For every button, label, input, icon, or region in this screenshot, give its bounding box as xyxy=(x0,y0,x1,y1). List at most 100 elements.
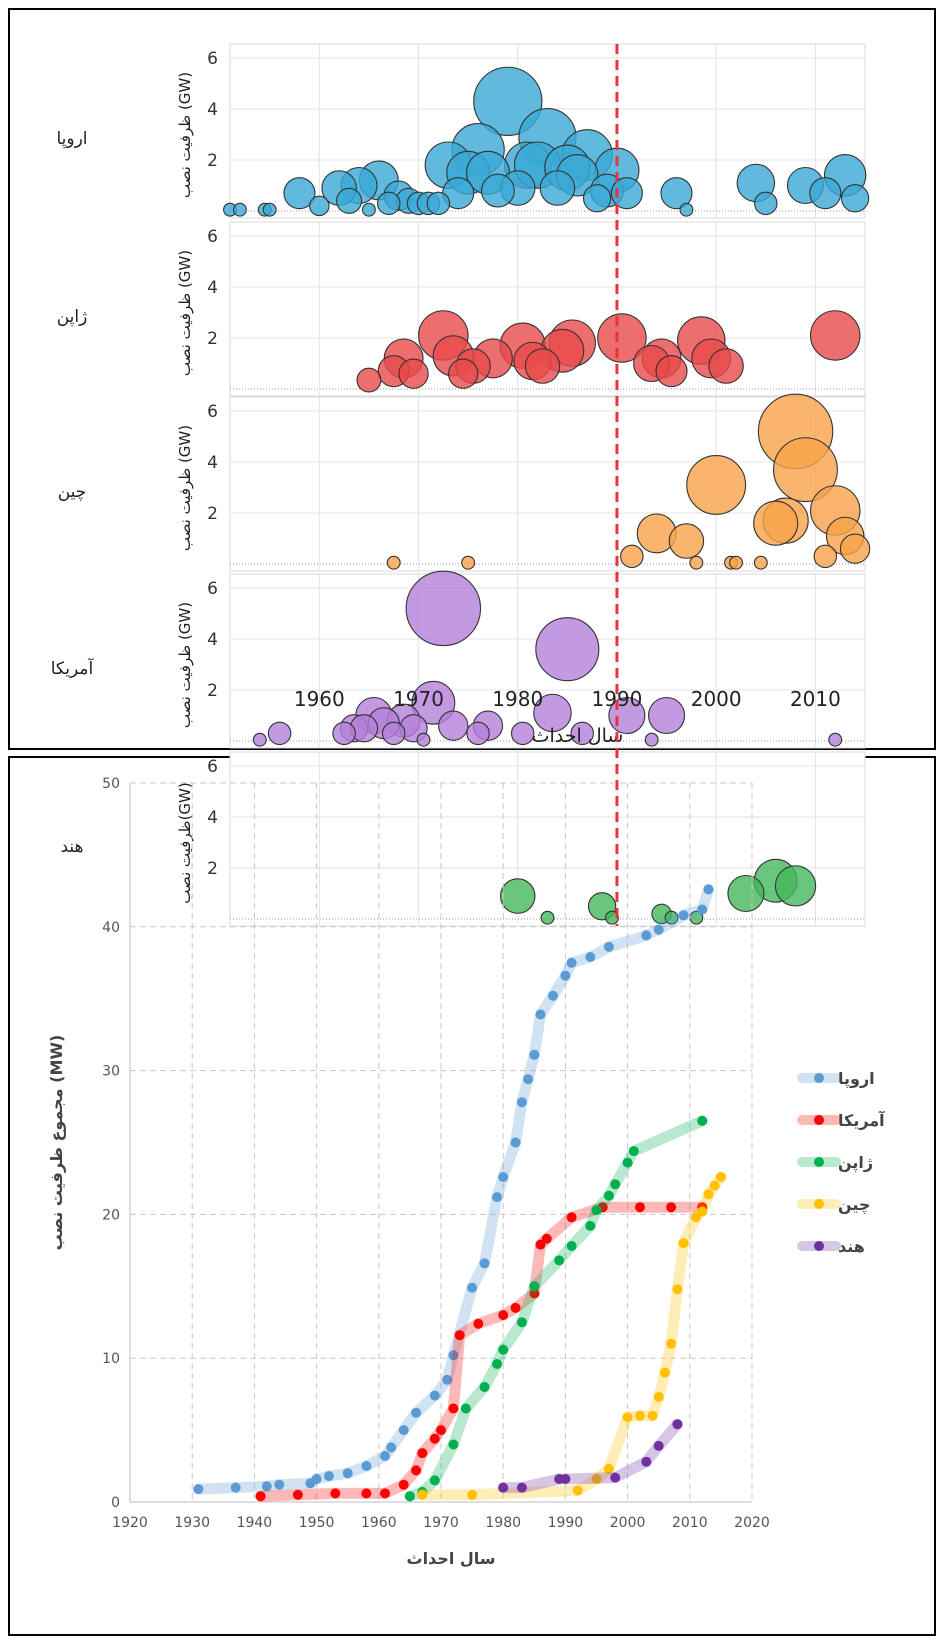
data-point xyxy=(541,1233,552,1244)
data-point xyxy=(535,1009,546,1020)
bubble xyxy=(473,66,543,136)
bubble xyxy=(813,544,838,569)
data-point xyxy=(653,924,664,935)
data-point xyxy=(566,957,577,968)
data-point xyxy=(448,1403,459,1414)
data-point xyxy=(498,1310,509,1321)
bubble xyxy=(753,500,799,546)
bubble xyxy=(533,693,572,733)
series-4 xyxy=(416,1171,727,1501)
data-point xyxy=(448,1350,459,1361)
x-tick-label: 2010 xyxy=(790,687,841,711)
bubble xyxy=(597,313,647,363)
data-point xyxy=(603,1463,614,1474)
bubble xyxy=(510,721,535,746)
x-axis-label: سال احداث xyxy=(406,1549,495,1568)
data-point xyxy=(560,1474,571,1484)
data-point xyxy=(703,884,714,895)
legend-label: چین xyxy=(838,1195,870,1215)
series-1 xyxy=(192,883,714,1495)
bubble xyxy=(411,680,456,725)
data-point xyxy=(672,1284,683,1295)
data-point xyxy=(467,1489,478,1500)
data-point xyxy=(697,904,708,915)
data-point xyxy=(610,1472,621,1483)
x-tick-label: 1970 xyxy=(393,687,444,711)
y-axis-label: ظرفیت نصب (GW) xyxy=(176,602,194,728)
bubble xyxy=(839,533,871,564)
data-point xyxy=(411,1407,422,1418)
data-point xyxy=(454,1330,465,1341)
y-tick-label: 4 xyxy=(207,453,218,473)
bubble xyxy=(729,555,743,570)
x-tick-label: 2000 xyxy=(610,1515,646,1531)
panel-1: 2 4 6 ظرفیت نصب (GW) اروپا xyxy=(56,43,870,219)
data-point xyxy=(653,1392,664,1402)
panel-4: 2 4 6 ظرفیت نصب (GW) آمریکا xyxy=(51,570,866,749)
x-tick-label: 2000 xyxy=(691,687,742,711)
bubble xyxy=(361,202,376,217)
y-axis-label: ظرفیت نصب (GW) xyxy=(176,72,194,198)
x-tick-label: 1950 xyxy=(299,1515,335,1531)
x-tick-label: 1930 xyxy=(174,1515,210,1531)
x-tick-label: 1990 xyxy=(548,1515,584,1531)
bubble xyxy=(376,191,401,216)
y-tick-label: 0 xyxy=(111,1495,120,1511)
legend-swatch-marker xyxy=(814,1241,824,1251)
y-tick-label: 6 xyxy=(207,49,218,69)
data-point xyxy=(429,1390,440,1401)
data-point xyxy=(554,1255,565,1266)
data-point xyxy=(548,990,558,1001)
data-point xyxy=(666,1338,677,1349)
y-axis-label: ظرفیت نصب(GW) xyxy=(176,782,194,904)
data-point xyxy=(591,1474,602,1484)
data-point xyxy=(572,1485,583,1496)
data-point xyxy=(529,1049,540,1060)
y-tick-label: 6 xyxy=(207,402,218,422)
y-tick-label: 2 xyxy=(207,504,218,524)
bubble-chart: 2 4 6 ظرفیت نصب (GW) اروپا 2 4 6 ظرفیت نصب (GW) ژ… xyxy=(51,43,871,927)
data-point xyxy=(467,1282,478,1293)
data-point xyxy=(193,1484,204,1495)
bubble xyxy=(416,732,431,747)
panel-name: ژاپن xyxy=(57,307,88,327)
y-tick-label: 2 xyxy=(207,151,218,171)
data-point xyxy=(510,1302,521,1313)
data-point xyxy=(386,1442,397,1453)
bubble xyxy=(524,348,561,384)
data-point xyxy=(585,952,596,962)
panel-name: اروپا xyxy=(56,129,87,149)
data-point xyxy=(529,1288,540,1299)
bubble xyxy=(753,555,768,570)
data-point xyxy=(274,1479,285,1490)
bubble xyxy=(686,455,747,515)
data-point xyxy=(473,1318,484,1329)
data-point xyxy=(311,1474,322,1484)
data-point xyxy=(417,1448,428,1459)
data-point xyxy=(292,1489,303,1500)
legend-item-1: اروپا xyxy=(797,1069,875,1089)
y-tick-label: 4 xyxy=(207,278,218,298)
data-point xyxy=(411,1465,422,1476)
data-point xyxy=(697,1206,708,1217)
legend-label: هند xyxy=(838,1237,865,1256)
data-point xyxy=(653,1440,664,1451)
data-point xyxy=(429,1433,440,1444)
data-point xyxy=(380,1451,390,1461)
x-axis-label: سال احداث xyxy=(532,725,624,747)
y-tick-label: 4 xyxy=(207,630,218,650)
y-tick-label: 2 xyxy=(207,859,218,879)
y-tick-label: 40 xyxy=(102,920,120,936)
data-point xyxy=(566,1241,577,1251)
bubble xyxy=(582,184,612,213)
bubble xyxy=(727,874,765,913)
data-point xyxy=(697,1115,708,1126)
bubble xyxy=(466,721,490,746)
bubble xyxy=(648,696,686,735)
bubble xyxy=(773,437,838,503)
y-tick-label: 6 xyxy=(207,757,218,777)
x-tick-label: 1920 xyxy=(112,1515,148,1531)
bubble xyxy=(664,910,679,925)
bubble xyxy=(232,202,247,217)
panel-name: چین xyxy=(58,482,87,502)
